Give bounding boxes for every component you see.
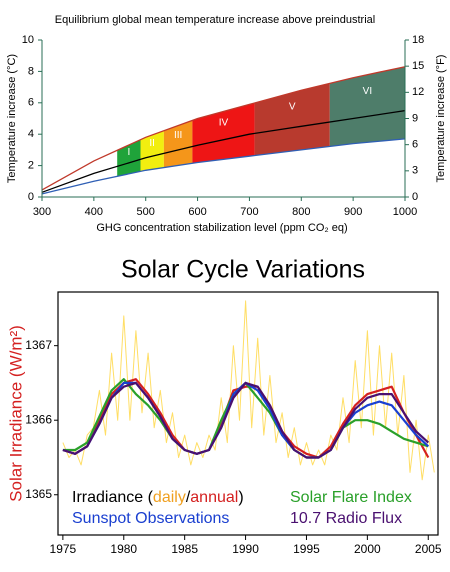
x-tick-label: 1975: [50, 542, 77, 556]
x-tick-label: 1995: [293, 542, 320, 556]
band-label: II: [149, 138, 155, 149]
y-tick-label: 6: [28, 97, 34, 109]
x-tick-label: 700: [240, 206, 258, 218]
legend-entry: 10.7 Radio Flux: [290, 510, 402, 527]
x-tick-label: 1000: [393, 206, 417, 218]
legend-text: Irradiance (: [72, 489, 154, 506]
series-line: [41, 109, 406, 193]
series-line: [62, 300, 435, 481]
band: [117, 139, 141, 177]
x-tick-label: 900: [344, 206, 362, 218]
band-label: V: [289, 101, 296, 112]
y2-tick-label: 3: [412, 165, 418, 177]
x-tick-label: 500: [137, 206, 155, 218]
x-tick-label: 1980: [110, 542, 137, 556]
series-line: [41, 138, 406, 195]
plot-frame: [57, 291, 439, 536]
y-tick-label: 1367: [25, 338, 52, 352]
x-axis-label: GHG concentration stabilization level (p…: [96, 222, 347, 234]
legend-entry: Solar Flare Index: [290, 489, 412, 506]
y-tick-label: 4: [28, 128, 34, 140]
y-tick-label: 0: [28, 191, 34, 203]
x-tick-label: 2000: [354, 542, 381, 556]
y-tick-label: 1366: [25, 412, 52, 426]
band-label: I: [127, 147, 130, 158]
band: [192, 103, 255, 164]
x-tick-label: 400: [85, 206, 103, 218]
legend-entry: Irradiance (daily/annual): [72, 489, 244, 506]
series-line: [41, 66, 406, 191]
legend-text: ): [238, 489, 243, 506]
band: [140, 130, 164, 172]
x-tick-label: 300: [33, 206, 51, 218]
band-label: VI: [363, 86, 372, 97]
y-tick-label: 1365: [25, 487, 52, 501]
band-label: IV: [219, 117, 229, 128]
band-label: III: [174, 130, 182, 141]
y2-tick-label: 0: [412, 191, 418, 203]
band: [254, 83, 330, 156]
band: [329, 66, 405, 147]
y2-axis-label: Temperature increase (°F): [435, 55, 447, 183]
y-tick-label: 8: [28, 65, 34, 77]
x-tick-label: 1990: [232, 542, 259, 556]
legend-text: daily: [153, 489, 186, 506]
chart-title: Equilibrium global mean temperature incr…: [55, 14, 375, 26]
x-tick-label: 2005: [415, 542, 442, 556]
y2-tick-label: 6: [412, 139, 418, 151]
y-axis-label: Temperature increase (°C): [6, 54, 18, 183]
series-line: [62, 381, 430, 459]
band: [163, 120, 193, 168]
y-tick-label: 10: [22, 34, 34, 46]
y2-tick-label: 18: [412, 34, 424, 46]
legend-entry: Sunspot Observations: [72, 510, 229, 527]
chart-title: Solar Cycle Variations: [121, 256, 365, 284]
y2-tick-label: 9: [412, 112, 418, 124]
x-tick-label: 600: [188, 206, 206, 218]
x-tick-label: 1985: [171, 542, 198, 556]
y2-tick-label: 15: [412, 60, 424, 72]
y-tick-label: 2: [28, 160, 34, 172]
x-tick-label: 800: [292, 206, 310, 218]
legend-text: annual: [190, 489, 238, 506]
y2-tick-label: 12: [412, 86, 424, 98]
y-axis-label: Solar Irradiance (W/m²): [6, 325, 25, 502]
legend-text: /: [186, 489, 191, 506]
